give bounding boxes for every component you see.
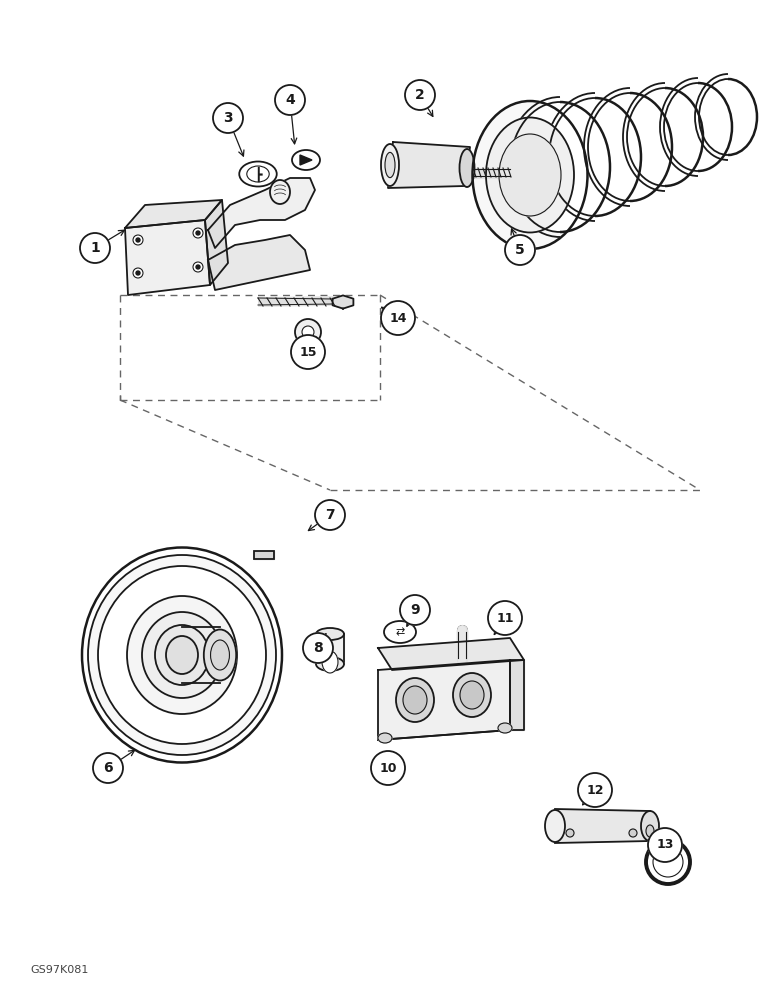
Circle shape [381, 301, 415, 335]
Circle shape [193, 228, 203, 238]
Circle shape [371, 751, 405, 785]
Circle shape [275, 85, 305, 115]
Ellipse shape [588, 93, 672, 201]
Text: ⇄: ⇄ [395, 627, 405, 637]
Ellipse shape [142, 612, 222, 698]
Ellipse shape [292, 150, 320, 170]
Circle shape [578, 773, 612, 807]
Circle shape [629, 829, 637, 837]
Ellipse shape [384, 621, 416, 643]
Text: ┣: ┣ [254, 166, 262, 182]
Ellipse shape [646, 825, 654, 837]
Ellipse shape [664, 83, 732, 171]
Ellipse shape [204, 630, 236, 680]
Polygon shape [300, 155, 312, 165]
Circle shape [133, 268, 143, 278]
Ellipse shape [378, 733, 392, 743]
Text: 13: 13 [656, 838, 674, 852]
Circle shape [566, 829, 574, 837]
Ellipse shape [549, 98, 641, 216]
Ellipse shape [460, 681, 484, 709]
Ellipse shape [545, 810, 565, 842]
Circle shape [291, 335, 325, 369]
Circle shape [505, 235, 535, 265]
Polygon shape [208, 178, 315, 248]
Polygon shape [205, 200, 228, 285]
Text: 10: 10 [379, 762, 397, 774]
Ellipse shape [322, 651, 338, 673]
Circle shape [400, 595, 430, 625]
Ellipse shape [166, 636, 198, 674]
Circle shape [302, 326, 314, 338]
Ellipse shape [396, 678, 434, 722]
Circle shape [315, 500, 345, 530]
Ellipse shape [498, 723, 512, 733]
Ellipse shape [486, 117, 574, 232]
Circle shape [193, 262, 203, 272]
Ellipse shape [316, 628, 344, 640]
Polygon shape [208, 235, 310, 290]
Polygon shape [333, 295, 354, 309]
Ellipse shape [385, 152, 395, 178]
Polygon shape [378, 638, 524, 670]
Ellipse shape [641, 811, 659, 841]
Circle shape [136, 271, 140, 275]
Ellipse shape [316, 657, 344, 671]
Circle shape [213, 103, 243, 133]
Text: 4: 4 [285, 93, 295, 107]
Text: 1: 1 [90, 241, 100, 255]
Ellipse shape [239, 161, 276, 186]
Circle shape [196, 231, 200, 235]
Text: 5: 5 [515, 243, 525, 257]
Ellipse shape [459, 149, 475, 187]
Polygon shape [316, 634, 344, 664]
Ellipse shape [403, 686, 427, 714]
Polygon shape [125, 200, 222, 228]
Ellipse shape [82, 548, 282, 762]
Circle shape [648, 828, 682, 862]
Text: 3: 3 [223, 111, 233, 125]
Bar [254, 551, 274, 559]
Ellipse shape [127, 596, 237, 714]
Text: GS97K081: GS97K081 [30, 965, 88, 975]
Circle shape [133, 235, 143, 245]
Polygon shape [510, 660, 524, 730]
Text: 2: 2 [415, 88, 425, 102]
Circle shape [653, 847, 683, 877]
Text: 14: 14 [389, 312, 407, 324]
Text: 15: 15 [300, 346, 317, 359]
Circle shape [303, 633, 333, 663]
Circle shape [405, 80, 435, 110]
Text: 9: 9 [410, 603, 420, 617]
Ellipse shape [381, 144, 399, 186]
Circle shape [93, 753, 123, 783]
Text: 6: 6 [103, 761, 113, 775]
Circle shape [80, 233, 110, 263]
Circle shape [646, 840, 690, 884]
Ellipse shape [98, 566, 266, 744]
Polygon shape [125, 220, 210, 295]
Bar [254, 551, 274, 559]
Circle shape [295, 319, 321, 345]
Text: 8: 8 [313, 641, 323, 655]
Polygon shape [555, 809, 650, 843]
Circle shape [196, 265, 200, 269]
Polygon shape [388, 142, 470, 188]
Text: 7: 7 [325, 508, 335, 522]
Ellipse shape [510, 102, 610, 232]
Ellipse shape [155, 625, 209, 685]
Polygon shape [378, 660, 510, 740]
Ellipse shape [88, 555, 276, 755]
Ellipse shape [453, 673, 491, 717]
Ellipse shape [699, 79, 757, 155]
Ellipse shape [499, 134, 561, 216]
Text: 12: 12 [586, 784, 604, 796]
Circle shape [488, 601, 522, 635]
Text: 11: 11 [496, 611, 513, 624]
Ellipse shape [472, 101, 587, 249]
Ellipse shape [627, 88, 703, 186]
Ellipse shape [211, 640, 229, 670]
Circle shape [136, 238, 140, 242]
Ellipse shape [270, 180, 290, 204]
